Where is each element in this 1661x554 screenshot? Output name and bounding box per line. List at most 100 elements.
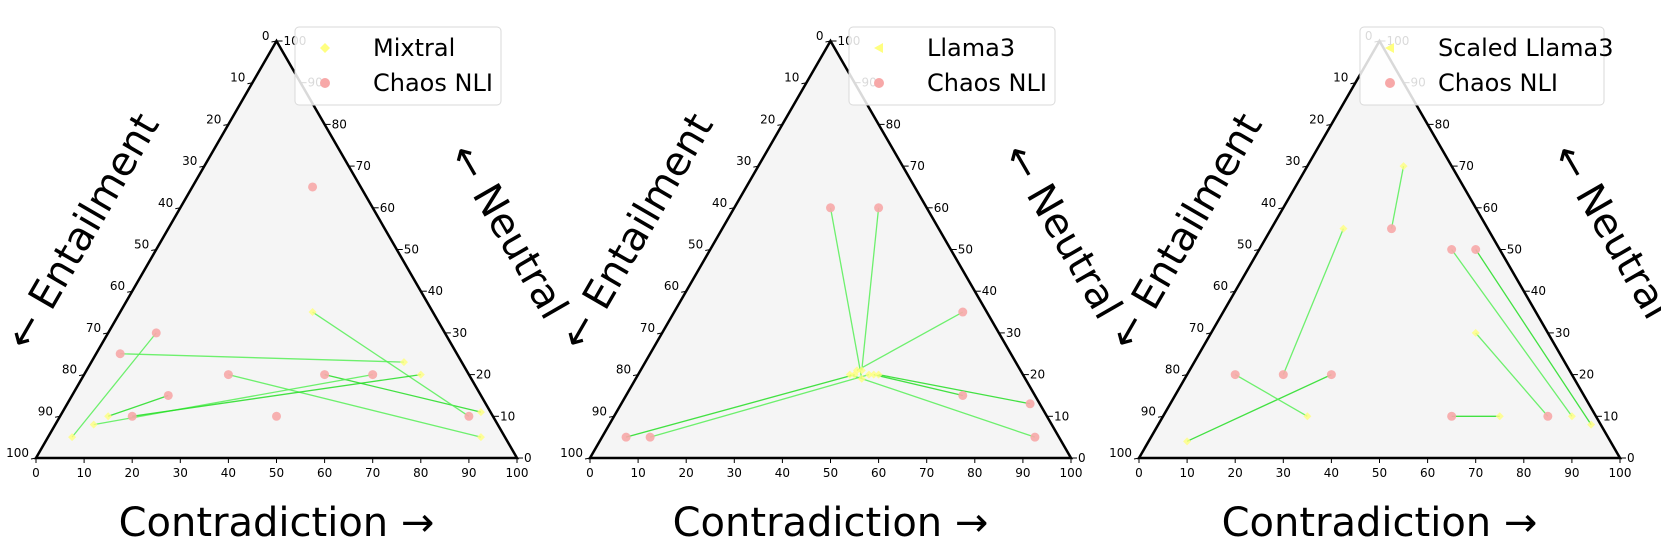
left-tick bbox=[657, 332, 663, 335]
bottom-tick-label: 40 bbox=[1324, 466, 1339, 480]
left-tick-label: 90 bbox=[38, 404, 53, 418]
legend-marker bbox=[874, 43, 883, 53]
model-point bbox=[104, 412, 113, 421]
link-line bbox=[625, 373, 855, 438]
bottom-tick-label: 20 bbox=[1228, 466, 1243, 480]
chaos-nli-point bbox=[1543, 411, 1553, 421]
chaos-nli-point bbox=[163, 390, 173, 400]
legend-box bbox=[1359, 26, 1605, 106]
bottom-tick-label: 10 bbox=[1179, 466, 1194, 480]
chaos-nli-point bbox=[151, 328, 161, 338]
right-tick-label: 70 bbox=[356, 159, 371, 173]
chaos-nli-point bbox=[1025, 399, 1035, 409]
model-point bbox=[869, 370, 878, 379]
neutral-axis-label: ← Neutral bbox=[440, 136, 577, 327]
left-tick-label: 50 bbox=[134, 238, 149, 252]
legend: Scaled Llama3 Chaos NLI bbox=[1359, 26, 1614, 106]
bottom-tick-label: 40 bbox=[775, 466, 790, 480]
link-line bbox=[878, 373, 1031, 405]
left-tick bbox=[30, 457, 37, 460]
right-tick-label: 50 bbox=[958, 243, 973, 257]
bottom-tick-label: 50 bbox=[1372, 466, 1387, 480]
plot-background bbox=[1139, 41, 1620, 458]
left-tick-label: 20 bbox=[1309, 112, 1324, 126]
model-point bbox=[89, 420, 98, 429]
link-line bbox=[1390, 165, 1405, 229]
left-tick bbox=[608, 415, 615, 418]
contradiction-axis-label: Contradiction → bbox=[1222, 500, 1538, 546]
right-tick-label: 60 bbox=[380, 201, 395, 215]
bottom-tick-label: 80 bbox=[1516, 466, 1531, 480]
chaos-nli-point bbox=[1230, 370, 1240, 380]
right-tick-label: 10 bbox=[500, 409, 515, 423]
model-point bbox=[845, 370, 854, 379]
left-tick-label: 80 bbox=[616, 363, 631, 377]
right-tick-label: 40 bbox=[982, 284, 997, 298]
bottom-tick-label: 70 bbox=[1468, 466, 1483, 480]
right-tick-label: 30 bbox=[1006, 326, 1021, 340]
link-line bbox=[829, 207, 863, 379]
link-line bbox=[1475, 332, 1549, 417]
left-tick bbox=[681, 290, 687, 293]
bottom-tick-label: 100 bbox=[506, 466, 529, 480]
bottom-tick-label: 0 bbox=[586, 466, 594, 480]
link-line bbox=[1475, 249, 1592, 425]
left-tick-label: 0 bbox=[816, 29, 824, 43]
left-tick bbox=[584, 457, 591, 460]
left-tick bbox=[1302, 165, 1308, 168]
link-line bbox=[132, 373, 421, 417]
right-tick-label: 20 bbox=[1030, 368, 1045, 382]
left-tick bbox=[54, 415, 61, 418]
right-tick-label: 40 bbox=[1531, 284, 1546, 298]
chaos-nli-point bbox=[1471, 245, 1481, 254]
chaos-nli-point bbox=[1278, 370, 1288, 380]
right-tick-label: 50 bbox=[1507, 243, 1522, 257]
left-tick-label: 80 bbox=[1165, 363, 1180, 377]
left-tick-label: 100 bbox=[1109, 446, 1132, 460]
link-line bbox=[120, 353, 404, 363]
left-tick-label: 20 bbox=[206, 112, 221, 126]
model-point bbox=[874, 370, 883, 379]
left-tick-label: 30 bbox=[736, 154, 751, 168]
legend-label: Chaos NLI bbox=[1438, 69, 1558, 97]
left-tick-label: 100 bbox=[6, 446, 29, 460]
left-tick-label: 40 bbox=[158, 196, 173, 210]
right-tick-label: 0 bbox=[1078, 451, 1086, 465]
left-tick bbox=[705, 249, 711, 251]
legend-box bbox=[848, 26, 1056, 106]
contradiction-axis-label: Contradiction → bbox=[673, 500, 989, 546]
left-tick-label: 10 bbox=[784, 71, 799, 85]
link-line bbox=[861, 207, 880, 371]
model-point bbox=[1495, 412, 1504, 421]
chaos-nli-point bbox=[1447, 411, 1457, 421]
model-point bbox=[308, 308, 317, 317]
left-tick bbox=[1254, 249, 1260, 251]
legend-label: Scaled Llama3 bbox=[1438, 34, 1614, 62]
bottom-tick-label: 20 bbox=[125, 466, 140, 480]
model-point bbox=[852, 366, 861, 375]
right-tick-label: 80 bbox=[332, 117, 347, 131]
left-tick-label: 40 bbox=[712, 196, 727, 210]
link-line bbox=[873, 373, 963, 397]
chaos-nli-point bbox=[874, 203, 884, 213]
left-tick-label: 70 bbox=[1189, 321, 1204, 335]
model-point bbox=[864, 370, 873, 379]
bottom-tick-label: 60 bbox=[871, 466, 886, 480]
legend-box bbox=[294, 26, 502, 106]
legend-marker bbox=[1385, 78, 1395, 88]
chaos-nli-point bbox=[958, 307, 968, 317]
bottom-tick-label: 10 bbox=[76, 466, 91, 480]
legend-marker bbox=[320, 43, 330, 53]
bottom-tick-label: 50 bbox=[269, 466, 284, 480]
model-point bbox=[416, 370, 425, 379]
bottom-tick-label: 100 bbox=[1060, 466, 1083, 480]
chaos-nli-point bbox=[645, 432, 655, 442]
legend-label: Chaos NLI bbox=[927, 69, 1047, 97]
left-tick-label: 100 bbox=[560, 446, 583, 460]
model-point bbox=[1303, 412, 1312, 421]
chaos-nli-point bbox=[958, 390, 968, 400]
left-tick-label: 50 bbox=[688, 238, 703, 252]
left-tick-label: 10 bbox=[1333, 71, 1348, 85]
chaos-nli-point bbox=[223, 370, 233, 380]
right-tick-label: 20 bbox=[476, 368, 491, 382]
